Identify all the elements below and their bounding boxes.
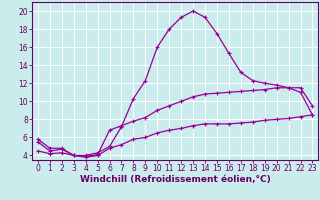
X-axis label: Windchill (Refroidissement éolien,°C): Windchill (Refroidissement éolien,°C) — [80, 175, 271, 184]
